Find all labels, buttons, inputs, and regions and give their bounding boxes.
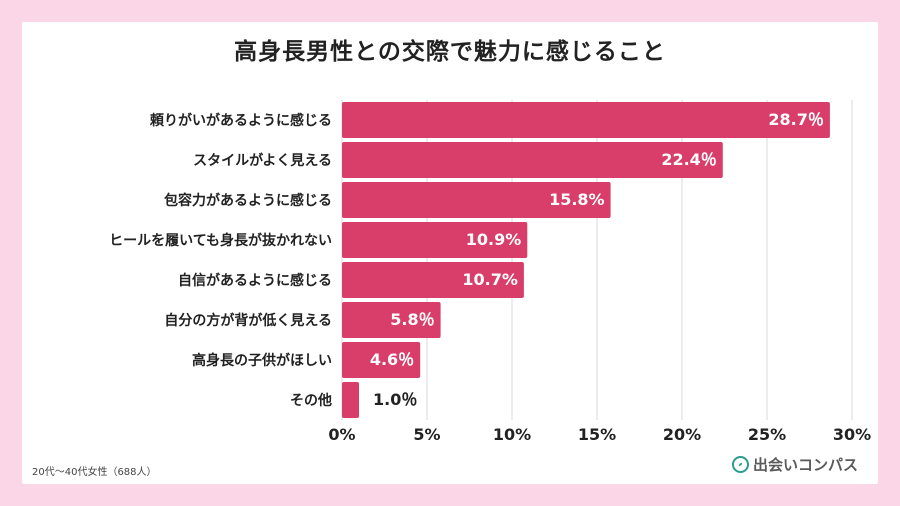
x-tick-label: 5%	[413, 425, 440, 444]
bar	[342, 342, 421, 378]
chart-title: 高身長男性との交際で魅力に感じること	[234, 39, 666, 65]
data-label: 10.9%	[466, 230, 522, 249]
bar	[342, 142, 723, 178]
bar	[342, 182, 611, 218]
value-labels: 28.7％ 22.4％ 15.8% 10.9% 10.7% 5.8％ 4.6％ 1.0％	[370, 110, 824, 409]
category-label: 自分の方が背が低く見える	[164, 312, 332, 329]
chart-card: 高身長男性との交際で魅力に感じること 頼りがいがあるように感じるスタイルがよく見…	[22, 22, 878, 484]
data-label: 4.6％	[370, 350, 414, 369]
brand-logo: 出会いコンパス	[732, 454, 858, 475]
data-label: 5.8％	[390, 310, 434, 329]
bar-chart: 頼りがいがあるように感じるスタイルがよく見える包容力があるように感じるヒールを履…	[109, 100, 871, 444]
compass-icon	[732, 456, 749, 473]
category-label: その他	[290, 392, 332, 409]
category-label: ヒールを履いても身長が抜かれない	[109, 232, 332, 249]
category-label: 頼りがいがあるように感じる	[150, 112, 332, 129]
brand-name: 出会いコンパス	[753, 456, 859, 474]
category-label: スタイルがよく見える	[193, 152, 332, 169]
category-label: 包容力があるように感じる	[164, 192, 332, 209]
x-tick-label: 10%	[493, 425, 531, 444]
data-label: 1.0％	[373, 390, 417, 409]
x-tick-label: 15%	[578, 425, 616, 444]
footnote: 20代〜40代女性（688人）	[32, 467, 157, 478]
data-label: 28.7％	[768, 110, 823, 129]
category-label: 高身長の子供がほしい	[192, 352, 332, 369]
category-labels: 頼りがいがあるように感じるスタイルがよく見える包容力があるように感じるヒールを履…	[109, 112, 332, 409]
x-tick-label: 0%	[328, 425, 355, 444]
bar	[342, 302, 441, 338]
bar	[342, 222, 528, 258]
x-tick-label: 20%	[663, 425, 701, 444]
x-tick-label: 25%	[748, 425, 786, 444]
bars	[342, 102, 830, 418]
bar	[342, 262, 524, 298]
data-label: 15.8%	[549, 190, 605, 209]
x-tick-labels: 0% 5% 10% 15% 20% 25% 30%	[328, 425, 871, 444]
category-label: 自信があるように感じる	[178, 272, 332, 289]
bar	[342, 102, 830, 138]
bar	[342, 382, 359, 418]
data-label: 10.7%	[462, 270, 518, 289]
data-label: 22.4％	[661, 150, 716, 169]
x-tick-label: 30%	[833, 425, 871, 444]
